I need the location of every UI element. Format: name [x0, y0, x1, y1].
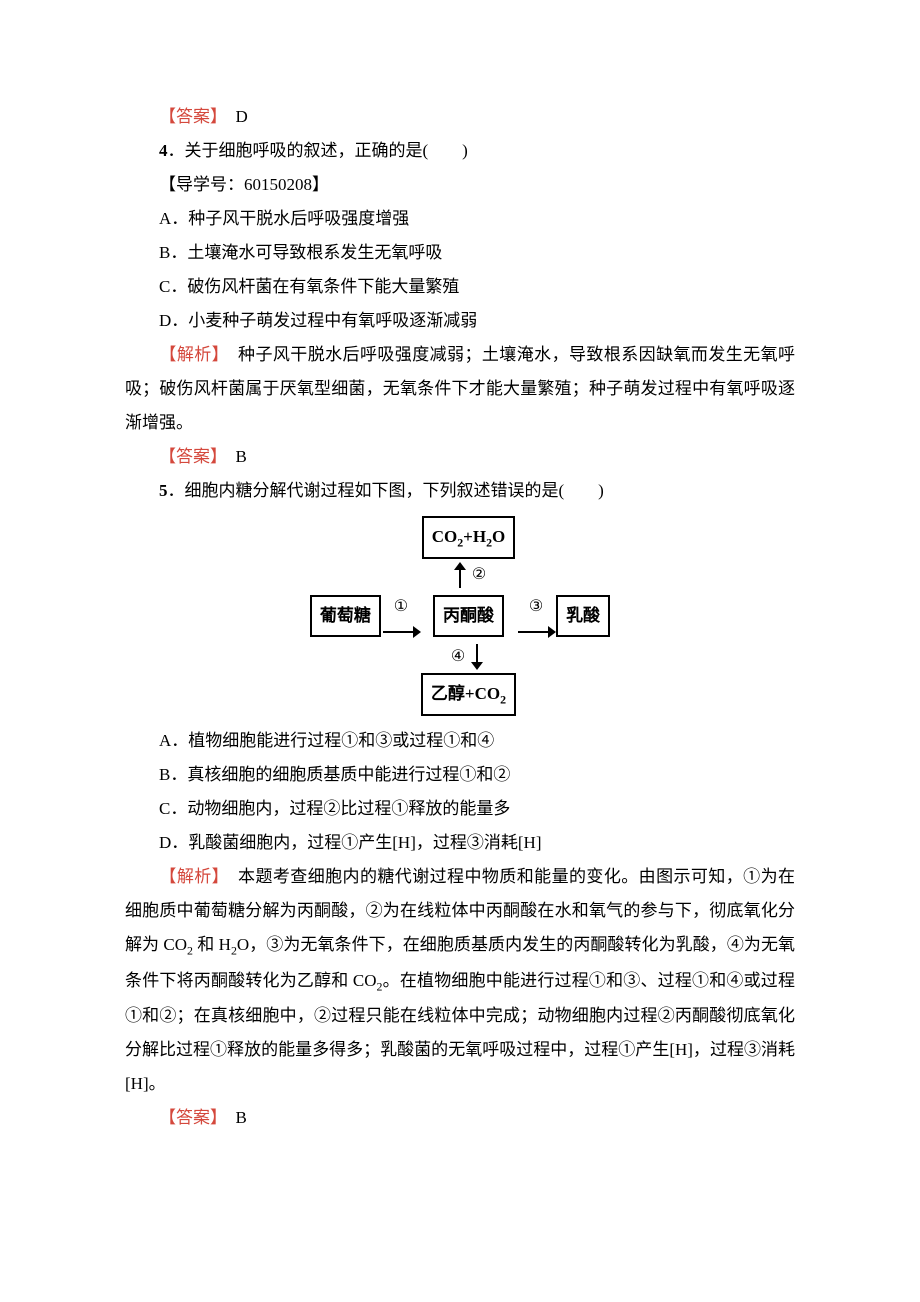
q5-option-c: C．动物细胞内，过程②比过程①释放的能量多: [125, 792, 795, 826]
node-right: 乳酸: [556, 595, 610, 637]
q4-num: 4: [159, 141, 168, 160]
edge-label-2: ②: [472, 559, 486, 591]
q4-stem-text: ．关于细胞呼吸的叙述，正确的是( ): [168, 141, 468, 160]
answer-label: 【答案】: [159, 447, 219, 466]
answer-label: 【答案】: [159, 1108, 219, 1127]
node-center: 丙酮酸: [433, 595, 504, 637]
arrow-right-icon: [381, 623, 421, 641]
q5-answer: 【答案】 B: [125, 1101, 795, 1135]
answer-value: B: [219, 1108, 247, 1127]
q5-stem-text: ．细胞内糖分解代谢过程如下图，下列叙述错误的是( ): [168, 481, 604, 500]
answer-value: D: [219, 107, 248, 126]
q5-option-a: A．植物细胞能进行过程①和③或过程①和④: [125, 724, 795, 758]
answer-value: B: [219, 447, 247, 466]
edge-down: ④: [451, 641, 486, 673]
q5-option-b: B．真核细胞的细胞质基质中能进行过程①和②: [125, 758, 795, 792]
analysis-text: 种子风干脱水后呼吸强度减弱；土壤淹水，导致根系因缺氧而发生无氧呼吸；破伤风杆菌属…: [125, 345, 795, 432]
edge-3: ③: [516, 591, 556, 641]
flowchart: CO2+H2O ② 葡萄糖 ① 丙酮酸 ③ 乳酸 ④ 乙醇+CO2: [310, 516, 610, 716]
q4-option-c: C．破伤风杆菌在有氧条件下能大量繁殖: [125, 270, 795, 304]
q5-option-d: D．乳酸菌细胞内，过程①产生[H]，过程③消耗[H]: [125, 826, 795, 860]
q5-stem: 5．细胞内糖分解代谢过程如下图，下列叙述错误的是( ): [125, 474, 795, 508]
q4-option-d: D．小麦种子萌发过程中有氧呼吸逐渐减弱: [125, 304, 795, 338]
q4-refnum: 【导学号：60150208】: [125, 168, 795, 202]
q4-option-a: A．种子风干脱水后呼吸强度增强: [125, 202, 795, 236]
arrow-down-icon: [468, 644, 486, 670]
analysis-label: 【解析】: [159, 345, 221, 364]
node-left: 葡萄糖: [310, 595, 381, 637]
q4-stem: 4．关于细胞呼吸的叙述，正确的是( ): [125, 134, 795, 168]
edge-up: ②: [451, 559, 486, 591]
node-top: CO2+H2O: [422, 516, 516, 559]
arrow-up-icon: [451, 562, 469, 588]
q3-answer: 【答案】 D: [125, 100, 795, 134]
edge-1: ①: [381, 591, 421, 641]
edge-label-4: ④: [451, 641, 465, 673]
edge-label-3: ③: [529, 591, 543, 623]
q4-answer: 【答案】 B: [125, 440, 795, 474]
answer-label: 【答案】: [159, 107, 219, 126]
node-bottom: 乙醇+CO2: [421, 673, 516, 716]
q4-option-b: B．土壤淹水可导致根系发生无氧呼吸: [125, 236, 795, 270]
analysis-label: 【解析】: [159, 867, 221, 886]
q5-diagram: CO2+H2O ② 葡萄糖 ① 丙酮酸 ③ 乳酸 ④ 乙醇+CO2: [125, 516, 795, 716]
arrow-right-icon: [516, 623, 556, 641]
edge-label-1: ①: [394, 591, 408, 623]
q5-num: 5: [159, 481, 168, 500]
analysis-text-2: 和 H: [193, 935, 231, 954]
q4-analysis: 【解析】 种子风干脱水后呼吸强度减弱；土壤淹水，导致根系因缺氧而发生无氧呼吸；破…: [125, 338, 795, 440]
q5-analysis: 【解析】 本题考查细胞内的糖代谢过程中物质和能量的变化。由图示可知，①为在细胞质…: [125, 860, 795, 1100]
